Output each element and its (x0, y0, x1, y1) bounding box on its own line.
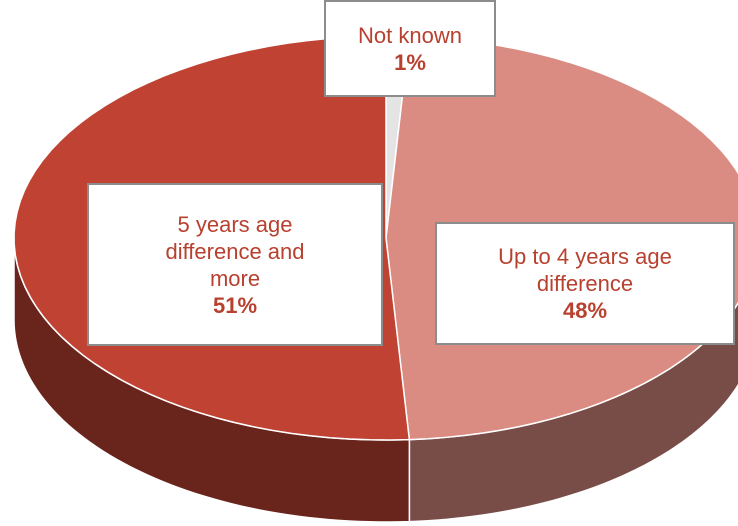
label-box: 5 years age difference and more 51% (87, 183, 383, 346)
slice-name: 5 years age difference and more (165, 211, 305, 291)
slice-value: 51% (212, 292, 258, 318)
slice-value: 48% (562, 298, 608, 323)
slice-name: Up to 4 years age difference (498, 244, 672, 296)
slice-value: 1% (394, 49, 426, 75)
label-box: Up to 4 years age difference 48% (435, 222, 735, 345)
slice-name: Not known (358, 22, 462, 48)
label-box: Not known 1% (324, 0, 496, 97)
